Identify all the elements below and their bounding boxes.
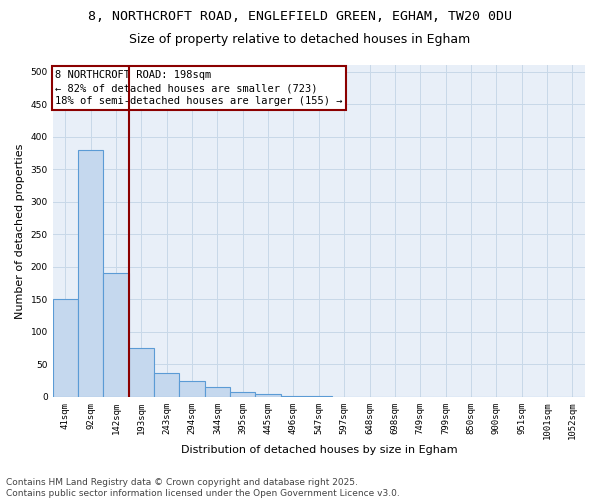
Y-axis label: Number of detached properties: Number of detached properties	[15, 144, 25, 318]
Bar	[179, 380, 205, 397]
Text: 8, NORTHCROFT ROAD, ENGLEFIELD GREEN, EGHAM, TW20 0DU: 8, NORTHCROFT ROAD, ENGLEFIELD GREEN, EG…	[88, 10, 512, 23]
X-axis label: Distribution of detached houses by size in Egham: Distribution of detached houses by size …	[181, 445, 457, 455]
Bar	[154, 373, 179, 397]
Bar	[281, 396, 306, 397]
Text: Size of property relative to detached houses in Egham: Size of property relative to detached ho…	[130, 32, 470, 46]
Bar	[256, 394, 281, 397]
Text: 8 NORTHCROFT ROAD: 198sqm
← 82% of detached houses are smaller (723)
18% of semi: 8 NORTHCROFT ROAD: 198sqm ← 82% of detac…	[55, 70, 343, 106]
Bar	[103, 274, 129, 397]
Bar	[306, 396, 332, 397]
Bar	[230, 392, 256, 397]
Text: Contains HM Land Registry data © Crown copyright and database right 2025.
Contai: Contains HM Land Registry data © Crown c…	[6, 478, 400, 498]
Bar	[78, 150, 103, 397]
Bar	[53, 300, 78, 397]
Bar	[205, 387, 230, 397]
Bar	[129, 348, 154, 397]
